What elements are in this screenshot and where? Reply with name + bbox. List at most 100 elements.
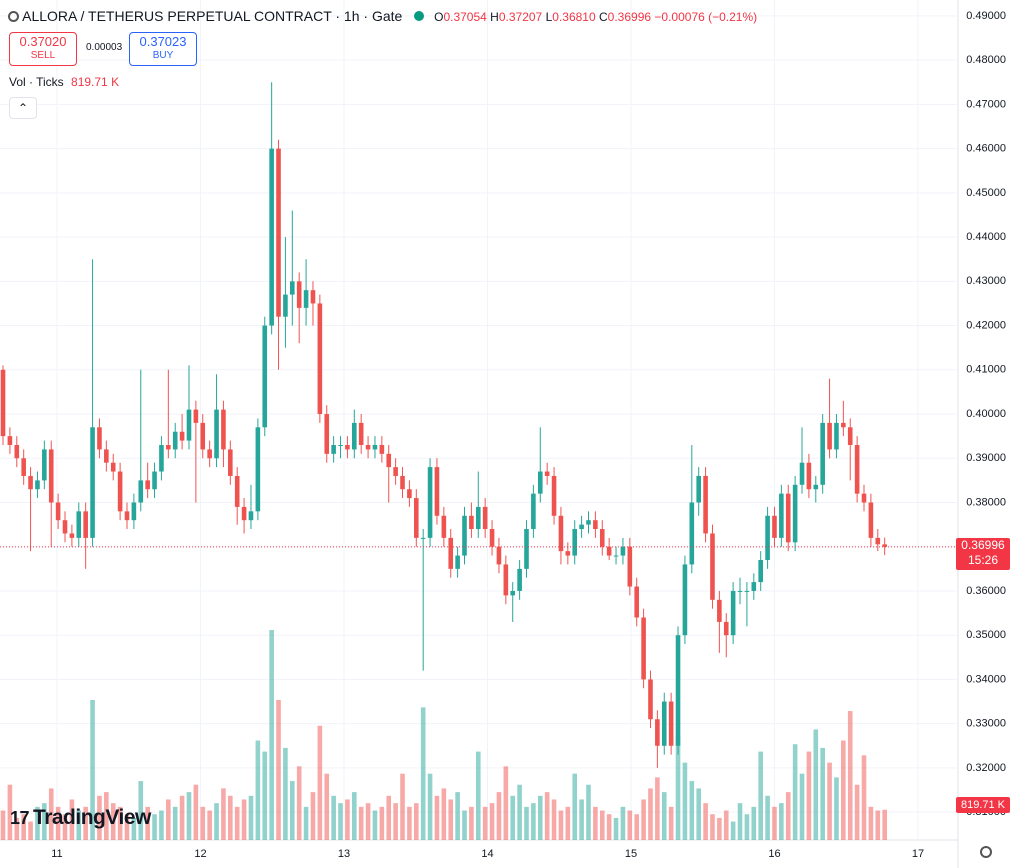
ohlc-value: 0.36810 [552, 10, 596, 24]
volume-bar [145, 806, 150, 840]
candles [0, 82, 887, 840]
volume-bar [613, 817, 619, 840]
ohlc-key: O [434, 10, 444, 24]
volume-bar [7, 784, 13, 840]
volume-bar [269, 630, 274, 840]
y-tick-label: 0.32000 [966, 762, 1006, 774]
candle-body [427, 467, 433, 538]
logo-mark: 17 [10, 808, 30, 828]
volume-bar [448, 799, 454, 840]
collapse-button[interactable]: ⌃ [9, 97, 37, 119]
candle-body [290, 281, 295, 295]
candle-body [28, 475, 33, 490]
volume-bar [55, 806, 61, 840]
sell-button[interactable]: 0.37020 SELL [9, 32, 77, 66]
candle-body [503, 564, 509, 596]
candle-body [799, 462, 805, 485]
volume-bar [827, 762, 832, 840]
volume-bar [813, 729, 819, 840]
candle-body [248, 511, 254, 521]
volume-bar [834, 777, 839, 840]
x-tick-label: 15 [625, 848, 637, 860]
volume-bar [551, 799, 557, 840]
volume-bar [696, 788, 701, 840]
candle-body [627, 546, 633, 587]
volume-bar [131, 817, 137, 840]
candle-body [551, 475, 557, 516]
candle-body [820, 422, 825, 485]
ohlc-value: 0.37207 [498, 10, 543, 24]
candle-body [565, 551, 571, 556]
volume-bar [138, 781, 144, 840]
candle-body [717, 599, 722, 622]
candle-body [83, 511, 88, 538]
volume-bar [455, 792, 460, 840]
settings-button[interactable] [980, 846, 992, 858]
candle-body [241, 506, 247, 521]
candle-body [48, 449, 54, 503]
volume-bar [393, 803, 398, 840]
y-tick-label: 0.40000 [966, 408, 1006, 420]
ohlc-key: C [599, 10, 608, 24]
buy-label: BUY [152, 50, 174, 61]
x-tick-label: 11 [51, 848, 62, 860]
candle-body [186, 409, 192, 441]
y-tick-label: 0.45000 [966, 187, 1006, 199]
candle-body [138, 480, 144, 503]
volume-bar [806, 751, 812, 840]
candle-body [351, 422, 357, 450]
volume-bar [496, 792, 502, 840]
market-status [414, 11, 425, 21]
volume-bar [90, 700, 95, 840]
volume-bar [214, 803, 219, 840]
candle-body [723, 621, 729, 636]
volume-bar [772, 806, 777, 840]
volume-bar [861, 755, 867, 840]
buy-button[interactable]: 0.37023 BUY [129, 32, 197, 66]
volume-price-label: 819.71 K [956, 797, 1010, 813]
volume-bar [317, 725, 323, 840]
candle-body [882, 544, 887, 547]
candle-body [599, 529, 605, 547]
volume-bar [462, 810, 467, 840]
ohlc: O0.37054 H0.37207 L0.36810 C0.36996 −0.0… [434, 10, 757, 24]
logo-text: TradingView [33, 806, 151, 829]
candle-body [35, 480, 40, 490]
volume-value: 819.71 K [71, 75, 120, 89]
volume-bar [675, 736, 681, 840]
volume-bar [427, 773, 433, 840]
candle-body [310, 290, 316, 304]
volume-bar [586, 784, 591, 840]
volume-bar [83, 806, 88, 840]
volume-bar [682, 762, 688, 840]
candle-body [827, 422, 832, 450]
volume-title: Vol · Ticks [9, 75, 64, 89]
candle-body [558, 515, 564, 552]
candle-body [21, 458, 26, 476]
candle-body [847, 427, 853, 445]
volume-bar [420, 707, 426, 840]
volume-bar [331, 795, 336, 840]
candle-body [214, 409, 219, 459]
candle-body [875, 537, 881, 545]
price-axis [958, 0, 1018, 868]
candle-body [496, 546, 502, 565]
candle-body [407, 489, 412, 499]
candle-body [90, 427, 95, 538]
candle-body [152, 471, 157, 490]
change: −0.00076 (−0.21%) [654, 10, 758, 24]
volume-bar [221, 788, 226, 840]
symbol-title[interactable]: ALLORA / TETHERUS PERPETUAL CONTRACT · 1… [22, 8, 403, 24]
ohlc-value: 0.36996 [607, 10, 652, 24]
candle-body [772, 515, 777, 538]
buy-price: 0.37023 [139, 34, 187, 49]
volume-bar [489, 803, 495, 840]
volume-bar [386, 795, 392, 840]
volume-bar [338, 803, 343, 840]
volume-bar [868, 806, 874, 840]
volume-bar [35, 806, 40, 840]
candle-body [593, 520, 598, 530]
candle-body [172, 431, 178, 450]
candle-body [255, 427, 261, 512]
